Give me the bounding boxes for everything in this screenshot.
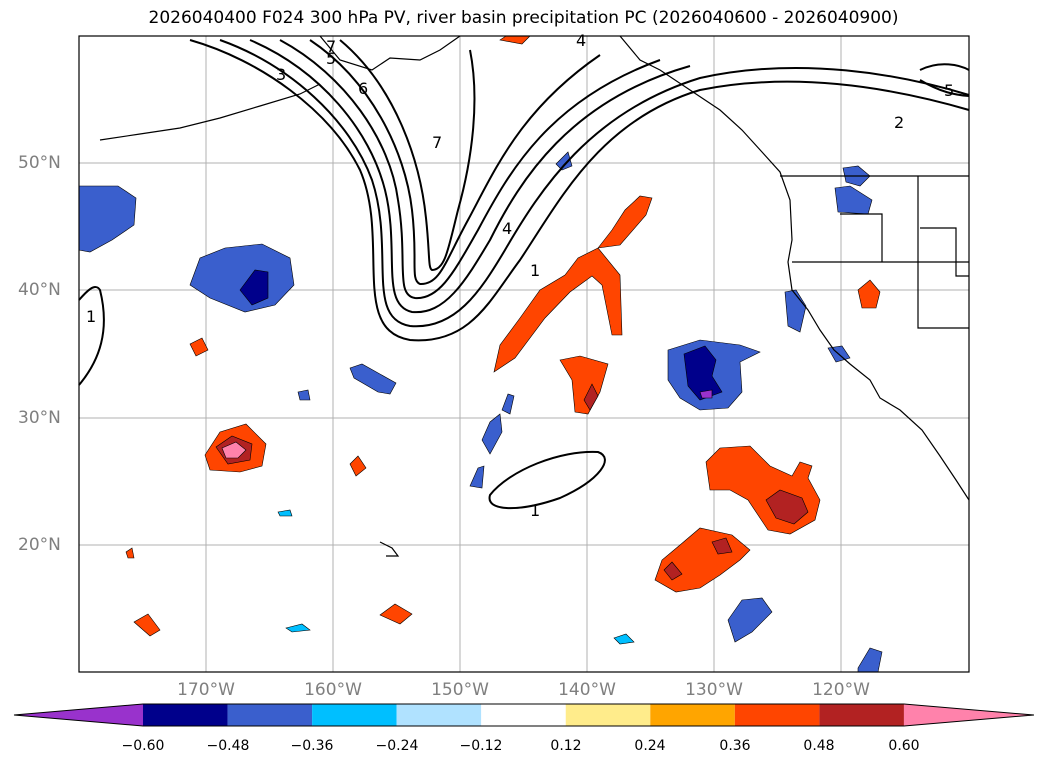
pos-area <box>189 337 209 357</box>
colorbar-segment <box>903 704 1034 726</box>
pv-contours <box>78 39 970 510</box>
lat-label: 20°N <box>18 535 61 555</box>
contour-label: 2 <box>894 113 904 132</box>
colorbar-segment <box>227 704 313 726</box>
pos-area <box>765 489 809 525</box>
colorbar-segment <box>14 704 143 726</box>
pos-area <box>493 247 623 373</box>
colorbar-outline <box>13 703 1034 727</box>
pos-area <box>379 603 413 625</box>
colorbar-tick-label: 0.12 <box>550 738 582 754</box>
neg-area <box>78 185 137 253</box>
pos-area <box>221 441 247 459</box>
contour-label: 7 <box>432 133 442 152</box>
neg-area <box>277 509 293 517</box>
lat-label: 50°N <box>18 153 61 173</box>
colorbar-segment <box>734 704 820 726</box>
pos-area <box>857 279 881 309</box>
colorbar-segment <box>565 704 651 726</box>
colorbar-tick-label: −0.12 <box>459 738 503 754</box>
colorbar-tick-label: 0.24 <box>634 738 666 754</box>
neg-area <box>349 363 397 395</box>
neg-area <box>501 393 515 415</box>
neg-area <box>469 465 485 489</box>
lon-label: 130°W <box>685 680 743 700</box>
neg-area <box>834 185 873 215</box>
pos-area <box>597 195 653 249</box>
neg-area <box>727 597 773 643</box>
pos-area <box>583 383 599 411</box>
lon-label: 170°W <box>177 680 235 700</box>
colorbar-segment <box>396 704 482 726</box>
colorbar-tick-label: −0.48 <box>206 738 250 754</box>
lat-label: 30°N <box>18 408 61 428</box>
contour-label: 3 <box>276 65 286 84</box>
neg-area <box>239 269 269 306</box>
neg-area <box>285 623 311 633</box>
neg-area <box>857 647 883 673</box>
colorbar-tick-label: 0.36 <box>719 738 751 754</box>
lon-label: 120°W <box>812 680 870 700</box>
colorbar-segment <box>819 704 904 726</box>
contour-label: 1 <box>86 307 96 326</box>
contour-label: 1 <box>530 261 540 280</box>
colorbar-segment <box>143 704 228 726</box>
colorbar-segment <box>650 704 735 726</box>
pos-area <box>125 547 135 559</box>
contour-label-group: 3 5 6 7 7 4 1 1 1 2 5 4 <box>86 31 954 520</box>
colorbar-tick-label: −0.36 <box>290 738 334 754</box>
neg-area <box>613 633 635 645</box>
contour-label: 4 <box>502 219 512 238</box>
coastlines <box>99 35 970 557</box>
plot-area <box>79 36 969 672</box>
lon-label: 150°W <box>431 680 489 700</box>
colorbar-tick-label: 0.60 <box>888 738 920 754</box>
neg-area <box>555 151 573 171</box>
contour-label: 7 <box>326 37 336 56</box>
colorbar-tick-label: −0.60 <box>121 738 165 754</box>
colorbar-tick-label: −0.24 <box>375 738 419 754</box>
pos-area <box>663 561 683 581</box>
pos-area <box>133 613 161 637</box>
pos-area <box>349 455 367 477</box>
contour-label: 5 <box>326 49 336 68</box>
colorbar-tick-label: 0.48 <box>803 738 835 754</box>
contour-label: 5 <box>944 81 954 100</box>
contour-label: 4 <box>576 31 586 50</box>
neg-area <box>699 389 713 399</box>
contour-label: 1 <box>530 501 540 520</box>
colorbar-segment <box>312 704 397 726</box>
contour-label: 6 <box>358 79 368 98</box>
lat-label: 40°N <box>18 280 61 300</box>
lon-label: 140°W <box>558 680 616 700</box>
lon-label: 160°W <box>304 680 362 700</box>
map-title: 2026040400 F024 300 hPa PV, river basin … <box>148 8 899 28</box>
colorbar <box>13 703 1034 727</box>
plot-frame <box>78 35 970 673</box>
colorbar-segment <box>481 704 566 726</box>
pos-area <box>711 537 733 555</box>
neg-area <box>297 389 311 401</box>
neg-area <box>481 413 503 455</box>
neg-area <box>683 345 723 401</box>
